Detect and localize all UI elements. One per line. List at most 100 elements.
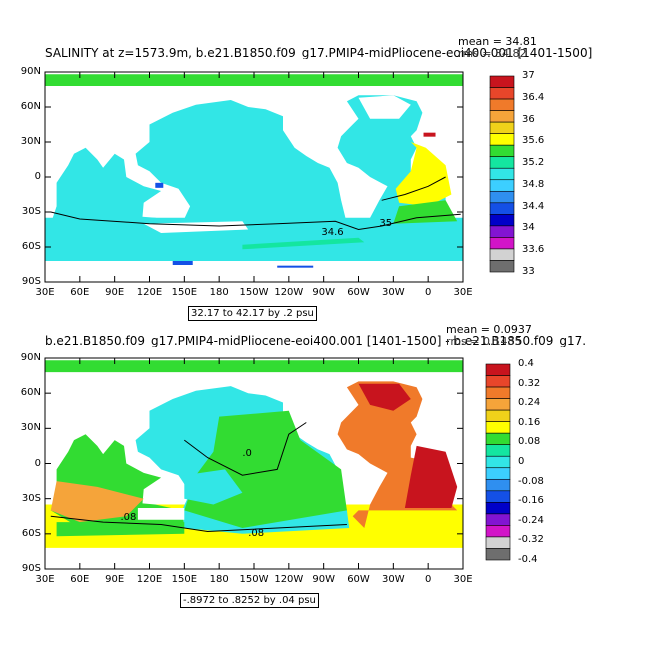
panel1-lon-label: 120E (136, 287, 163, 298)
panel1-colorbar-label: 35.6 (522, 135, 545, 147)
panel2-colorbar-label: -0.24 (518, 514, 544, 526)
panel2-colorbar-swatch (485, 398, 511, 411)
panel2-colorbar-swatch (485, 363, 511, 376)
panel2-colorbar-swatch (485, 467, 511, 480)
panel1-contour-info: 32.17 to 42.17 by .2 psu (188, 306, 317, 321)
panel2-lat-label: 30N (20, 422, 41, 434)
panel2-colorbar-swatch (485, 421, 511, 434)
panel1-lon-label: 30E (35, 287, 55, 298)
panel1-colorbar-swatch (489, 225, 515, 238)
panel1-colorbar-label: 33 (522, 266, 535, 277)
panel2-lon-label: 90W (312, 574, 335, 585)
panel2-colorbar-swatch (485, 502, 511, 515)
panel2-lon-label: 30E (35, 574, 55, 585)
panel1-colorbar-label: 34 (522, 222, 535, 234)
panel1-colorbar-swatch (489, 121, 515, 134)
panel2-colorbar-swatch (485, 444, 511, 457)
panel1-colorbar-label: 36.4 (522, 91, 545, 103)
panel2-lat-label: 90N (20, 352, 41, 363)
panel2-colorbar-label: 0.32 (518, 377, 541, 389)
panel2-colorbar-label: 0.24 (518, 397, 541, 409)
panel2-title: b.e21.B1850.f09_g17.PMIP4-midPliocene-eo… (45, 335, 587, 347)
panel2-lat-label: 60N (20, 387, 41, 399)
panel1-lon-label: 150E (171, 287, 198, 298)
panel2-contour-08 (50, 515, 347, 533)
panel2-pacific-cyan (184, 469, 243, 505)
panel2-contour-zero (183, 422, 307, 476)
panel2-colorbar-label: 0.4 (518, 358, 534, 369)
panel2-lon-label: 150W (239, 574, 269, 585)
panel2-colorbar-label: -0.16 (518, 495, 544, 507)
panel1-ocean-pacific (135, 100, 350, 247)
panel1-colorbar-swatch (489, 87, 515, 100)
panel1-colorbar-swatch (489, 190, 515, 204)
panel2-lat-label: 0 (34, 457, 41, 469)
panel1-south-atlantic-green (393, 200, 458, 224)
panel2-north-atlantic-red (358, 383, 411, 411)
panel2-mean: mean = 0.0937 (446, 323, 532, 336)
panel2-australia-gap (137, 508, 185, 520)
panel2-lon-label: 120E (136, 574, 163, 585)
panel2-lon-label: 60W (347, 574, 370, 585)
panel1-colorbar-label: 36 (522, 113, 535, 125)
panel2-colorbar-label: -0.4 (518, 554, 538, 565)
panel1-contour-label-34-6: 34.6 (321, 227, 344, 239)
panel1-contour-label-35: 35 (379, 218, 393, 229)
panel1-antarctic-blue (172, 261, 193, 265)
panel1-colorbar-swatch (489, 167, 515, 181)
panel2-lon-label: 60E (70, 574, 90, 585)
panel1-colorbar-label: 33.6 (522, 244, 545, 256)
panel1-southern-band (242, 237, 365, 250)
panel2-colorbar-label: -0.08 (518, 475, 544, 487)
panel2-colorbar-swatch (485, 536, 511, 549)
panel1-colorbar-label: 35.2 (522, 157, 545, 169)
panel2-colorbar-swatch (485, 409, 511, 422)
panel1-colorbar-swatch (489, 98, 515, 111)
panel2-south-atlantic-red (404, 445, 458, 508)
panel2-rms: rms = 0.1435 (446, 335, 522, 348)
panel2-lon-label: 30E (453, 574, 473, 585)
panel1-colorbar-swatch (489, 156, 515, 169)
panel2-lat-label: 90S (21, 563, 41, 574)
panel1-colorbar-swatch (489, 248, 515, 261)
panel1-lon-label: 0 (424, 287, 432, 298)
panel1-greenland-gap (358, 95, 411, 119)
panel2-colorbar-label: 0 (518, 456, 525, 467)
panel1-lon-label: 60W (347, 287, 370, 298)
panel2-colorbar-swatch (485, 386, 511, 399)
panel2-colorbar-swatch (485, 455, 511, 469)
panel2-colorbar-swatch (485, 490, 511, 503)
panel2-lon-label: 120W (274, 574, 304, 585)
panel2-indian-orange (50, 481, 144, 523)
panel1-colorbar-swatch (489, 202, 515, 215)
panel1-lon-label: 90E (105, 287, 125, 298)
panel2-colorbar-label: 0.16 (518, 416, 541, 428)
panel1-title: SALINITY at z=1573.9m, b.e21.B1850.f09_g… (45, 47, 593, 59)
panel1-ocean-indian (50, 147, 185, 242)
panel2-colorbar-swatch (485, 375, 511, 388)
panel2-lon-label: 150E (171, 574, 198, 585)
panel1-lat-label: 90S (21, 276, 41, 287)
panel2-colorbar-label: 0.08 (518, 436, 541, 448)
panel2-lon-label: 30W (382, 574, 405, 585)
panel1-lat-label: 60S (21, 241, 41, 252)
panel1-lat-label: 30S (21, 206, 41, 217)
panel1-indonesia-blue (155, 182, 164, 188)
panel1-lon-label: 30W (382, 287, 405, 298)
panel1-colorbar-swatch (489, 237, 515, 250)
panel1-lat-label: 30N (20, 136, 41, 147)
panel1-colorbar-swatch (489, 179, 515, 192)
panel2-contour-label-zero: .0 (242, 448, 252, 460)
panel1-lat-label: 90N (20, 66, 41, 77)
panel1-colorbar-swatch (489, 144, 515, 158)
panel1-colorbar-swatch (489, 75, 515, 88)
panel1-lon-label: 90W (312, 287, 335, 298)
panel1-contour-34-6 (50, 211, 461, 231)
panel1-lat-label: 0 (34, 171, 41, 182)
panel1-colorbar-swatch (489, 214, 515, 227)
panel1-lon-label: 30E (453, 287, 473, 298)
panel2-colorbar-swatch (485, 548, 511, 561)
panel2-colorbar-swatch (485, 525, 511, 538)
panel1-atlantic-high (395, 142, 452, 207)
